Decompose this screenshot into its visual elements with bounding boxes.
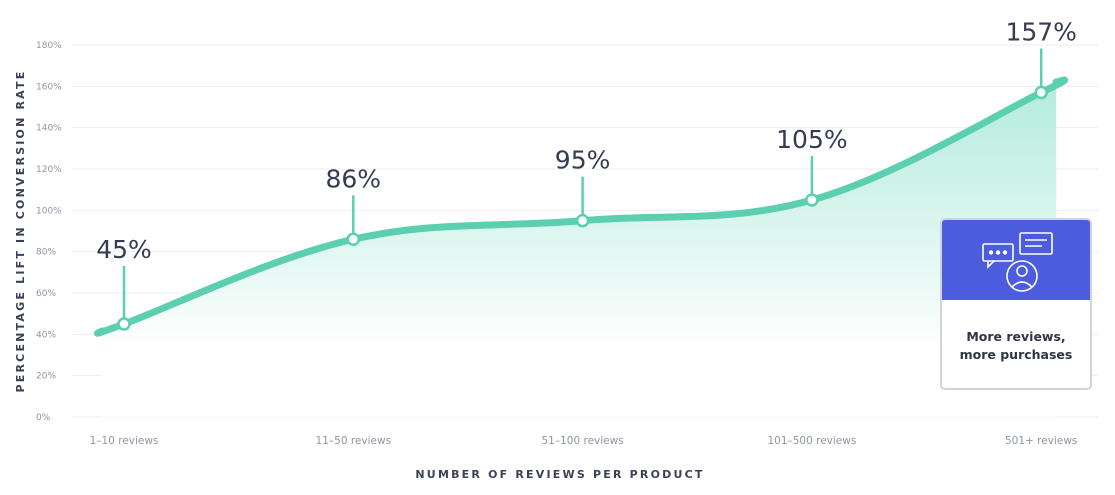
reviewer-chat-icon: [982, 232, 1053, 292]
data-label: 105%: [776, 125, 847, 154]
y-tick-label: 180%: [36, 41, 62, 51]
data-point: [346, 232, 361, 247]
y-tick-label: 0%: [36, 413, 51, 423]
callout-line-1: More reviews,: [966, 329, 1066, 344]
data-point: [1034, 85, 1048, 100]
area-fill: [97, 79, 1065, 417]
x-axis-ticks: 1–10 reviews 11–50 reviews 51–100 reviews 1…: [90, 435, 1078, 447]
data-labels: 45% 86% 95% 105% 157%: [96, 18, 1077, 264]
data-point: [117, 317, 131, 331]
data-label: 45%: [96, 235, 152, 264]
y-axis-ticks: 0% 20% 40% 60% 80% 100% 120% 140% 160% 180%: [36, 41, 62, 423]
y-tick-label: 100%: [36, 206, 62, 216]
x-tick-label: 1–10 reviews: [90, 435, 159, 447]
data-markers: [117, 48, 1048, 331]
callout-card: More reviews, more purchases: [940, 218, 1092, 390]
area-fill-layer: [97, 79, 1065, 417]
callout-line-2: more purchases: [959, 347, 1073, 362]
y-tick-label: 80%: [36, 248, 56, 258]
y-tick-label: 160%: [36, 82, 62, 92]
data-label: 86%: [326, 164, 382, 193]
data-point: [805, 193, 819, 207]
callout-text: More reviews, more purchases: [942, 328, 1090, 364]
y-axis-title: PERCENTAGE LIFT IN CONVERSION RATE: [14, 70, 27, 393]
x-tick-label: 51–100 reviews: [542, 435, 624, 447]
y-tick-label: 60%: [36, 289, 56, 299]
y-tick-label: 140%: [36, 124, 62, 134]
y-tick-label: 20%: [36, 372, 56, 382]
x-tick-label: 501+ reviews: [1005, 435, 1077, 447]
x-tick-label: 11–50 reviews: [316, 435, 392, 447]
data-label: 157%: [1005, 18, 1076, 47]
y-tick-label: 120%: [36, 165, 62, 175]
x-axis-title: NUMBER OF REVIEWS PER PRODUCT: [415, 468, 704, 481]
y-tick-label: 40%: [36, 330, 56, 340]
data-point: [575, 213, 590, 228]
callout-header: [942, 220, 1090, 300]
x-tick-label: 101–500 reviews: [767, 435, 856, 447]
data-label: 95%: [555, 146, 611, 175]
